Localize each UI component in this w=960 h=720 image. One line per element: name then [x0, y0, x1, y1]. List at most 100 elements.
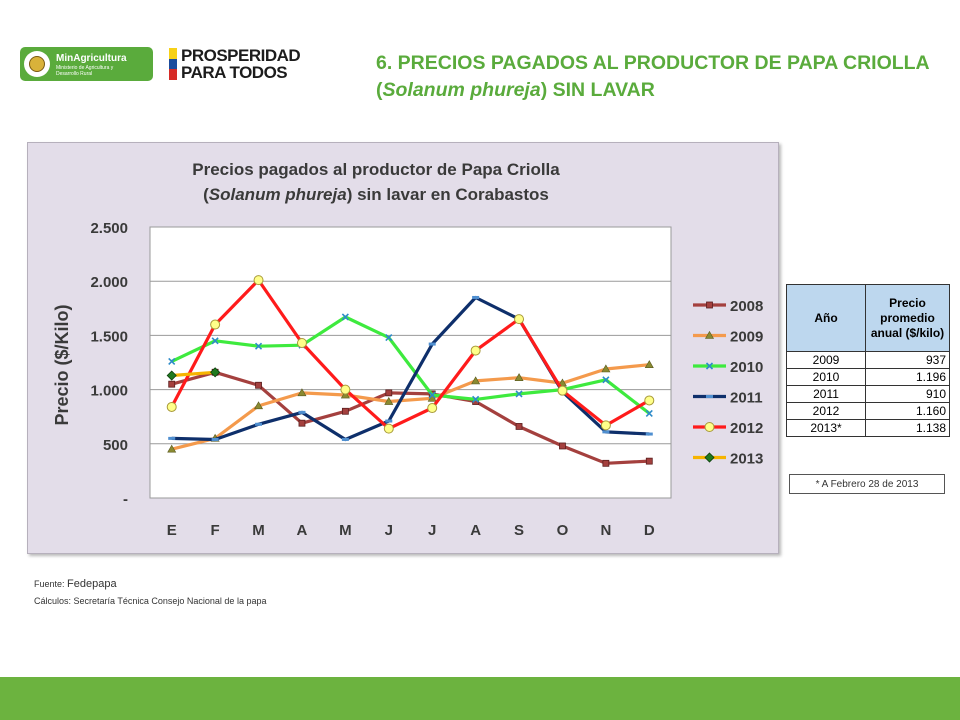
data-point	[211, 337, 219, 345]
series-line	[171, 315, 651, 415]
y-tick-label: -	[123, 491, 128, 508]
data-point	[602, 459, 610, 467]
data-point	[385, 334, 393, 342]
prosperidad-logo: PROSPERIDAD PARA TODOS	[169, 46, 309, 82]
data-point	[168, 357, 176, 365]
data-point	[383, 423, 394, 434]
table-row: 2012 1.160	[786, 402, 950, 420]
data-point	[515, 390, 523, 398]
legend-item: 2009	[693, 329, 763, 346]
legend-label: 2008	[730, 298, 763, 315]
data-point	[705, 362, 714, 370]
gridlines	[150, 280, 671, 445]
data-point	[298, 419, 306, 427]
x-tick-label: A	[470, 522, 481, 539]
data-point	[211, 437, 219, 441]
data-point	[167, 444, 177, 453]
footnote-date: * A Febrero 28 de 2013	[789, 474, 945, 494]
data-point	[645, 432, 653, 436]
data-point	[166, 401, 177, 412]
data-point	[210, 367, 221, 378]
data-point	[297, 388, 307, 397]
table-row: 2013* 1.138	[786, 419, 950, 437]
price-line-chart: Precios pagados al productor de Papa Cri…	[52, 160, 763, 539]
header-price: Precio promedio anual ($/kilo)	[865, 284, 950, 352]
data-point	[645, 409, 653, 418]
chart-title-line2: (Solanum phureja) sin lavar en Corabasto…	[203, 185, 549, 204]
price-cell: 1.196	[865, 368, 950, 386]
data-point	[210, 319, 221, 330]
page-title: 6. PRECIOS PAGADOS AL PRODUCTOR DE PAPA …	[376, 52, 929, 101]
data-point	[704, 330, 715, 339]
price-cell: 937	[865, 351, 950, 369]
data-point	[706, 395, 713, 398]
data-point	[254, 401, 264, 410]
legend-label: 2013	[730, 451, 763, 468]
year-cell: 2012	[786, 402, 866, 420]
plot-area	[149, 226, 672, 499]
data-point	[428, 342, 436, 346]
data-point	[644, 395, 655, 406]
year-cell: 2010	[786, 368, 866, 386]
colombia-flag-icon	[169, 48, 177, 80]
data-point	[602, 430, 610, 434]
series-2013	[166, 367, 221, 381]
data-point	[471, 376, 481, 385]
prosperidad-logo-line1: PROSPERIDAD	[181, 46, 301, 65]
x-tick-label: E	[167, 522, 177, 539]
data-point	[601, 364, 611, 373]
x-tick-label: S	[514, 522, 524, 539]
data-point	[704, 452, 715, 463]
legend-label: 2009	[730, 329, 763, 346]
data-point	[385, 419, 393, 423]
y-tick-label: 1.000	[90, 383, 128, 400]
x-tick-label: O	[557, 522, 569, 539]
legend-label: 2012	[730, 420, 763, 437]
y-tick-label: 2.000	[90, 274, 128, 291]
legend-item: 2010	[693, 359, 763, 376]
data-point	[472, 295, 480, 299]
table-row: 2010 1.196	[786, 368, 950, 386]
y-tick-labels: - 500 1.000 1.500 2.000 2.500	[90, 220, 128, 508]
price-cell: 910	[865, 385, 950, 403]
minagricultura-logo-subtitle: Ministerio de Agricultura y Desarrollo R…	[56, 65, 114, 77]
data-point	[255, 422, 263, 426]
series-2012	[166, 275, 655, 434]
data-point	[704, 422, 715, 432]
footer-bar	[0, 677, 960, 720]
table-header-row: Año Precio promedio anual ($/kilo)	[786, 284, 950, 352]
data-point	[384, 396, 394, 405]
data-point	[602, 376, 610, 384]
x-tick-label: J	[428, 522, 436, 539]
table-row: 2009 937	[786, 351, 950, 369]
x-tick-label: A	[297, 522, 308, 539]
data-point	[255, 381, 262, 389]
data-point	[166, 370, 177, 381]
data-point	[340, 384, 351, 395]
data-point	[644, 360, 654, 368]
year-cell: 2013*	[786, 419, 866, 437]
data-point	[428, 391, 436, 399]
x-tick-label: J	[385, 522, 393, 539]
data-point	[298, 410, 306, 414]
data-point	[557, 385, 568, 396]
legend: 2008 2009 2010 2011 2012 2013	[693, 298, 763, 468]
data-point	[706, 301, 713, 309]
year-cell: 2011	[786, 385, 866, 403]
data-point	[470, 345, 481, 356]
price-cell: 1.160	[865, 402, 950, 420]
colombia-seal-icon	[24, 51, 50, 77]
legend-item: 2012	[693, 420, 763, 437]
data-point	[341, 313, 349, 321]
legend-item: 2008	[693, 298, 763, 315]
series-lines	[166, 275, 655, 467]
data-point	[514, 373, 524, 381]
price-cell: 1.138	[865, 419, 950, 437]
data-point	[515, 423, 523, 430]
prosperidad-logo-line2: PARA TODOS	[181, 63, 288, 82]
data-point	[600, 420, 611, 431]
data-point	[168, 436, 176, 440]
source-line: Fuente: Fedepapa	[34, 578, 117, 590]
calculation-credit: Cálculos: Secretaría Técnica Consejo Nac…	[34, 596, 267, 606]
